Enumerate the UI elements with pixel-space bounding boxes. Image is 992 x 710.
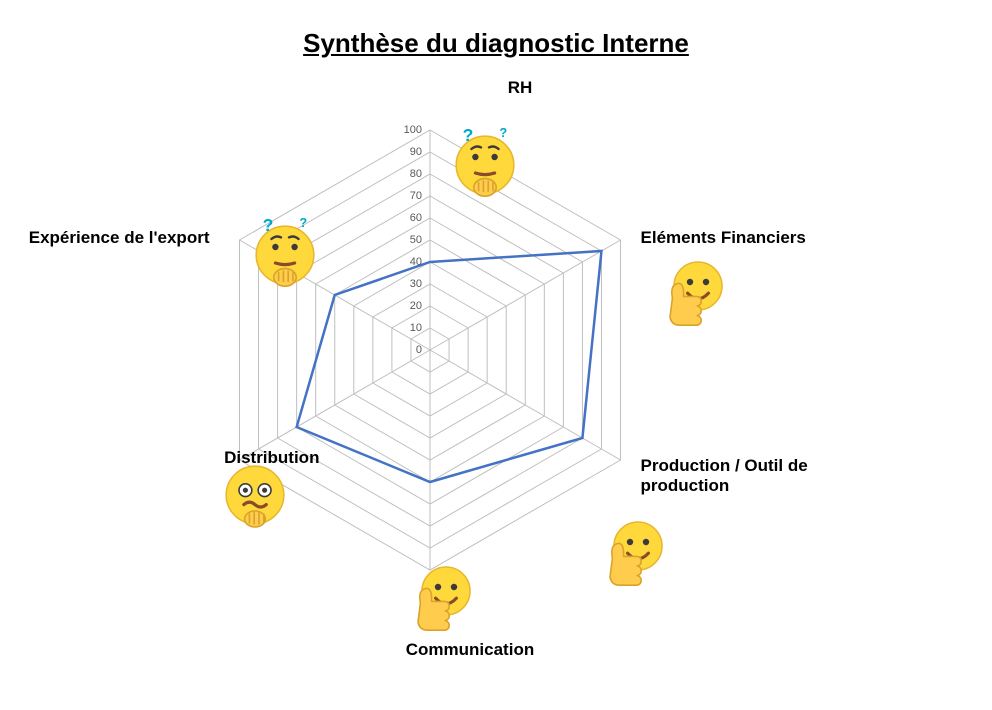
thumbs_up-icon [650,250,730,330]
tick-label: 90 [392,146,422,158]
thumbs_up-icon [590,510,670,590]
thumbs_up-icon [398,555,478,635]
thinking-icon: ? ? [245,215,325,295]
axis-label-prod: Production / Outil de production [641,456,861,495]
svg-text:?: ? [299,215,307,230]
thinking-icon: ? ? [445,125,525,205]
axis-label-fin: Eléments Financiers [641,228,861,248]
tick-label: 80 [392,168,422,180]
svg-text:?: ? [463,125,474,145]
confused-icon [215,455,295,535]
tick-label: 20 [392,300,422,312]
tick-label: 0 [392,344,422,356]
tick-label: 40 [392,256,422,268]
svg-text:?: ? [499,125,507,140]
axis-label-rh: RH [410,78,630,98]
radar-chart [0,0,992,710]
tick-label: 70 [392,190,422,202]
tick-label: 100 [392,124,422,136]
svg-text:?: ? [263,215,274,235]
axis-label-export: Expérience de l'export [0,228,209,248]
axis-label-comm: Communication [360,640,580,660]
tick-label: 50 [392,234,422,246]
tick-label: 10 [392,322,422,334]
tick-label: 60 [392,212,422,224]
tick-label: 30 [392,278,422,290]
